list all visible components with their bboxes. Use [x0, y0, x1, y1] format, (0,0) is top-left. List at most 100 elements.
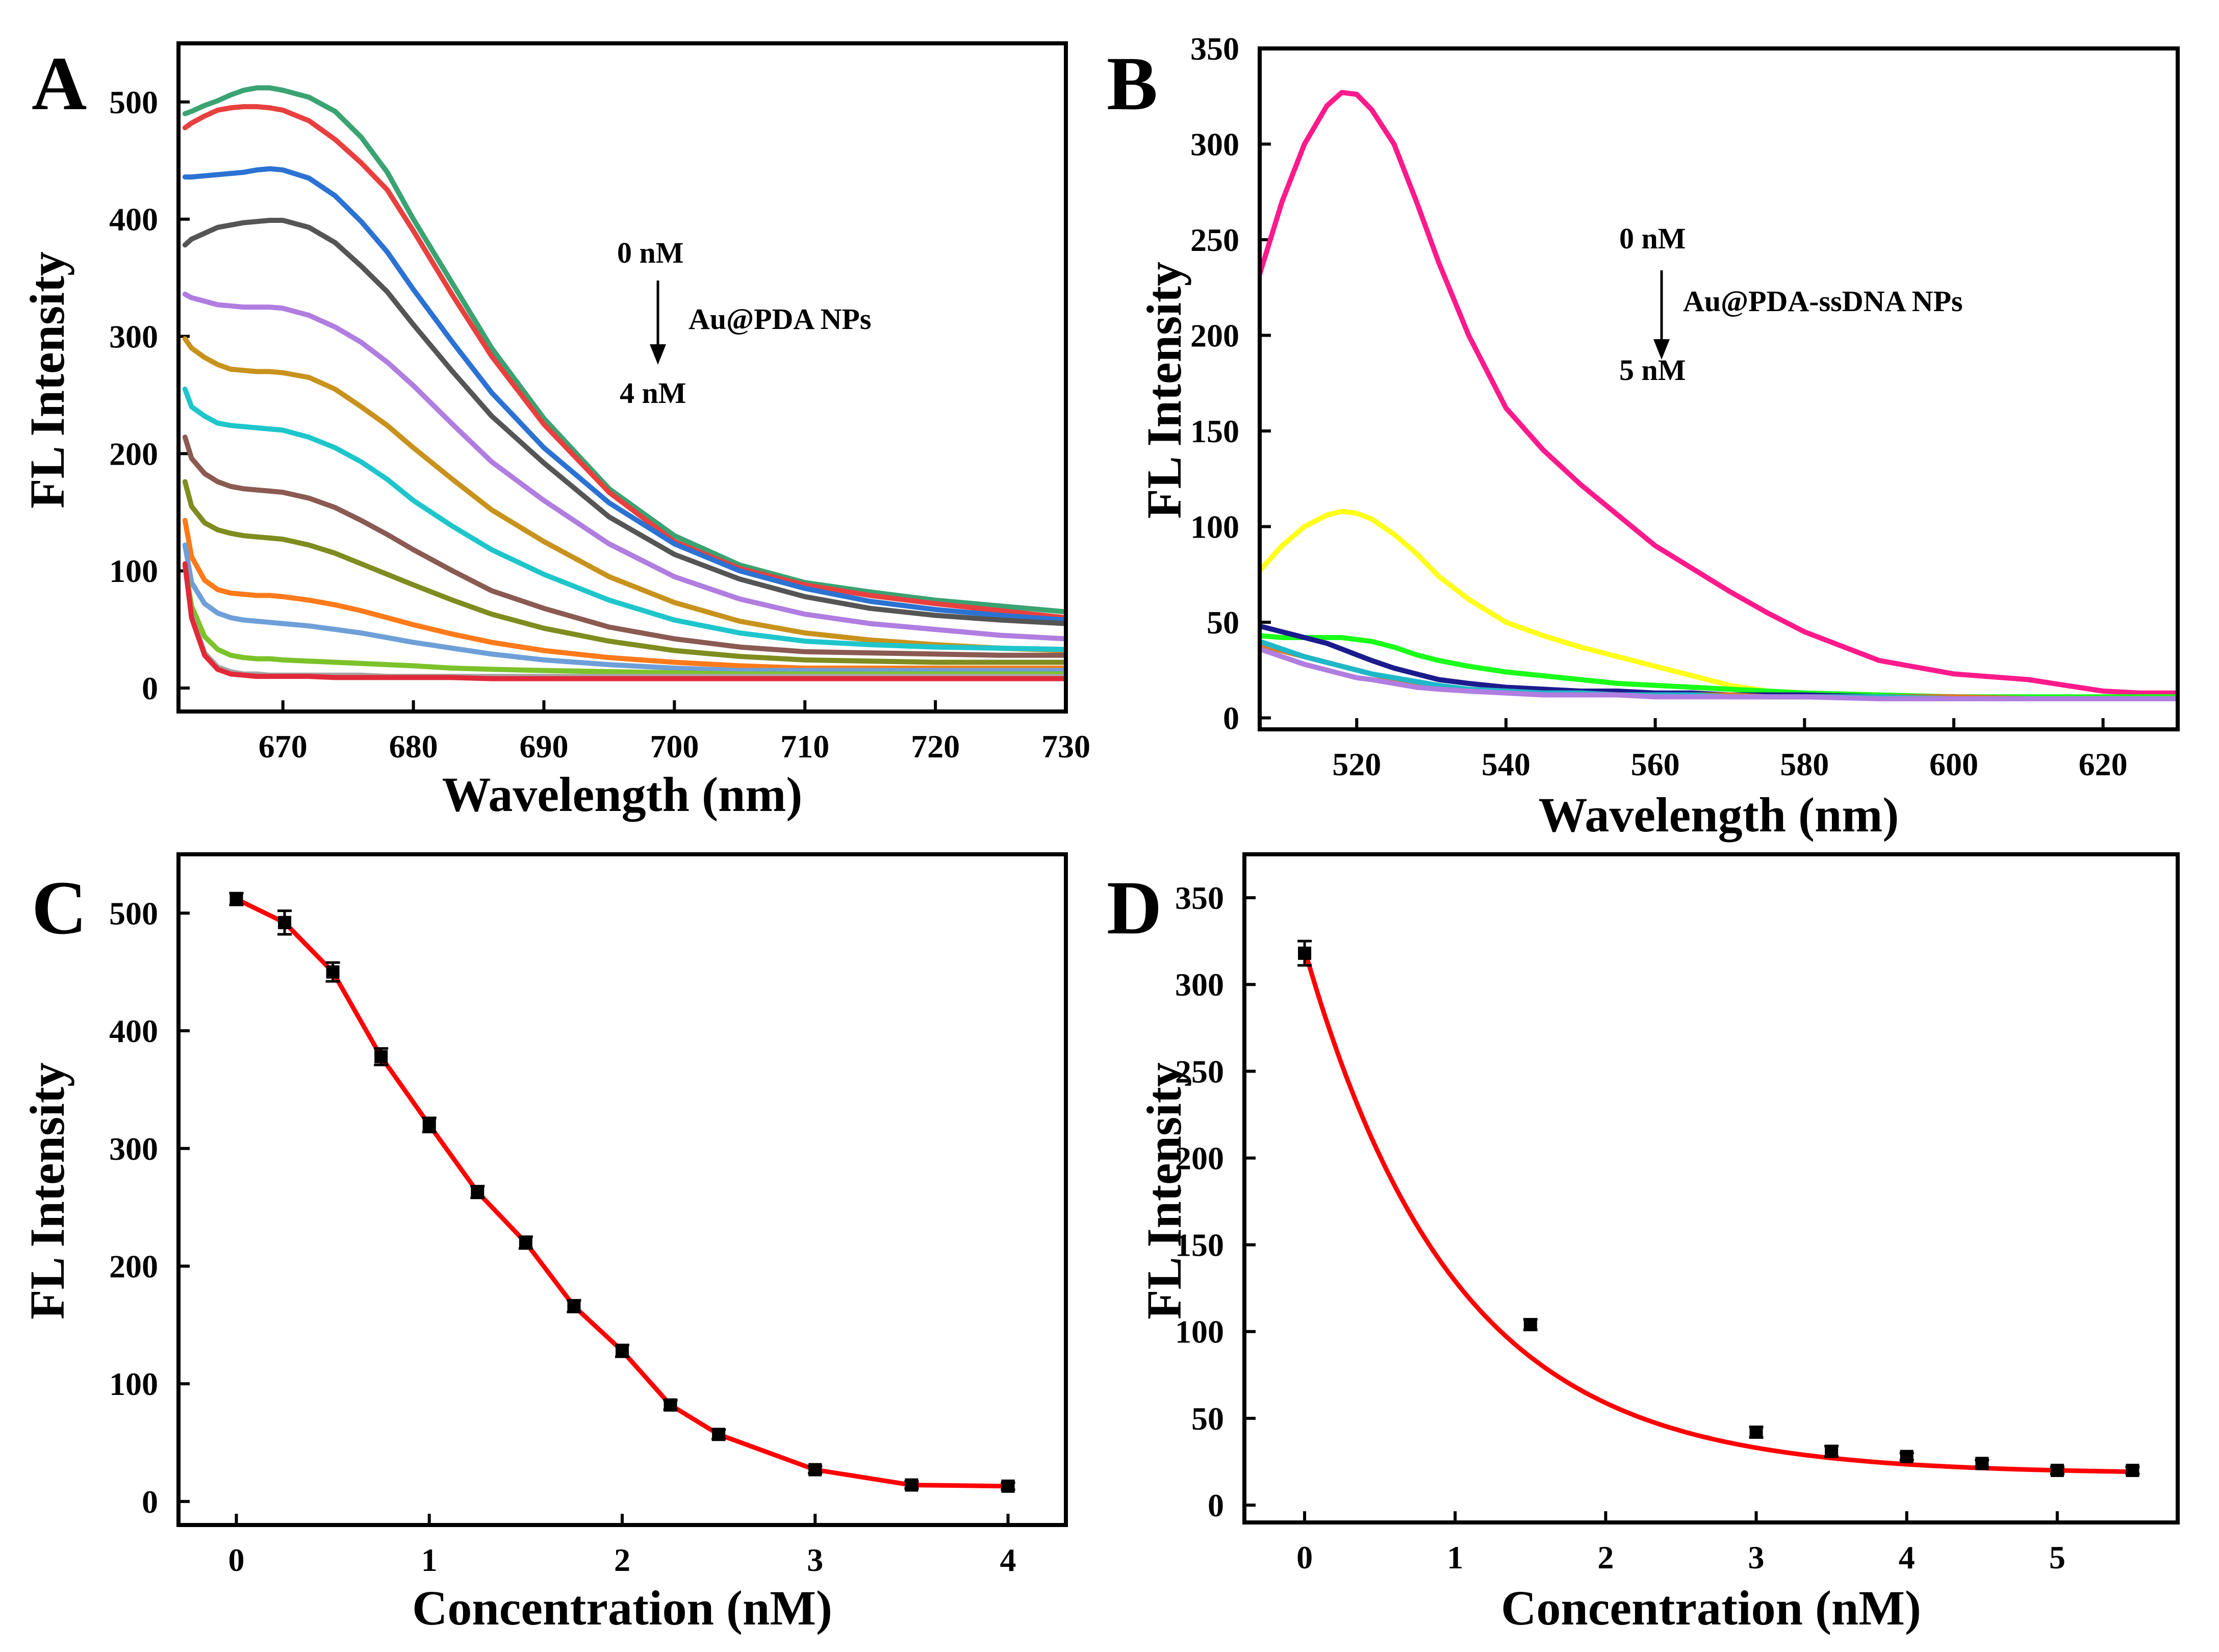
y-tick-label: 250 [1190, 222, 1239, 258]
series-line-0-nM [1260, 90, 2178, 696]
data-point [278, 916, 292, 929]
x-tick-label: 670 [259, 728, 308, 765]
panel-letter-b: B [1107, 41, 1158, 126]
y-tick-label: 100 [1190, 509, 1239, 545]
x-tick-label: 1 [421, 1542, 438, 1578]
x-tick-label: 540 [1482, 746, 1531, 782]
annotation-end-label: 4 nM [620, 376, 686, 410]
data-point [374, 1050, 388, 1063]
series-line-1.75-nM [182, 435, 1066, 658]
y-tick-label: 400 [109, 1013, 158, 1049]
data-point [1825, 1444, 1839, 1458]
data-point [1001, 1479, 1015, 1493]
y-tick-label: 300 [1190, 126, 1239, 163]
data-point [567, 1299, 581, 1313]
plot-frame [1242, 852, 2180, 1524]
data-point [2050, 1463, 2064, 1477]
y-tick-label: 200 [109, 436, 158, 472]
plot-area [229, 892, 1015, 1493]
panel-b: B 520 540 560 580 600 620 0 50 100 150 200 250 300 35… [1107, 31, 2180, 842]
data-point [422, 1118, 436, 1132]
y-tick-label: 350 [1175, 880, 1224, 916]
y-tick-label: 350 [1190, 31, 1239, 67]
x-tick-label: 2 [1597, 1539, 1614, 1575]
y-tick-label: 250 [1175, 1053, 1224, 1089]
data-point [2126, 1463, 2139, 1477]
x-tick-label: 700 [650, 728, 699, 765]
x-tick-label: 620 [2079, 746, 2128, 782]
x-tick-label: 4 [1000, 1542, 1016, 1578]
y-tick-label: 100 [109, 553, 158, 589]
x-tick-label: 720 [911, 728, 960, 765]
y-tick-label: 500 [109, 84, 158, 120]
y-tick-label: 0 [1223, 700, 1239, 736]
y-tick-label: 300 [109, 319, 158, 355]
data-point [1975, 1457, 1989, 1470]
data-point [664, 1398, 677, 1412]
panel-letter-c: C [32, 866, 87, 950]
y-tick-label: 300 [1175, 967, 1224, 1003]
annotation-start-label: 0 nM [617, 236, 684, 269]
data-point [229, 892, 243, 906]
series-line-1-nM [182, 291, 1066, 642]
y-tick-label: 0 [142, 670, 158, 706]
x-tick-label: 0 [228, 1542, 244, 1578]
data-point [616, 1344, 629, 1358]
series-line-5-nM [1260, 646, 2178, 701]
y-tick-label: 0 [142, 1484, 158, 1520]
series-line-3-nM [1260, 633, 2178, 700]
plot-frame [176, 41, 1068, 714]
x-tick-label: 520 [1332, 746, 1381, 782]
panel-letter-a: A [32, 41, 87, 126]
plot-area [182, 85, 1066, 681]
y-axis-title: FL Intensity [1137, 262, 1191, 519]
x-tick-label: 3 [807, 1542, 823, 1578]
series-line-2-nM [182, 479, 1066, 665]
data-point [519, 1236, 532, 1250]
x-tick-label: 4 [1899, 1539, 1915, 1575]
y-tick-label: 300 [109, 1131, 158, 1167]
x-tick-label: 1 [1447, 1539, 1463, 1575]
plot-frame [1258, 46, 2180, 731]
x-tick-label: 730 [1041, 728, 1090, 765]
data-point [712, 1428, 726, 1441]
y-tick-label: 50 [1191, 1401, 1224, 1437]
annotation-label: Au@PDA NPs [688, 302, 871, 336]
y-axis-title: FL Intensity [1137, 1062, 1191, 1319]
panel-c: C 0 1 2 3 4 0 100 200 300 400 500 Concentration (nM… [20, 852, 1068, 1635]
y-tick-label: 150 [1190, 413, 1239, 449]
data-point [905, 1478, 919, 1492]
y-tick-label: 200 [1190, 318, 1239, 354]
panel-letter-d: D [1107, 866, 1162, 950]
series-line-4-nM [182, 561, 1066, 681]
x-tick-label: 680 [389, 728, 438, 765]
data-point [808, 1463, 822, 1477]
y-tick-label: 400 [109, 201, 158, 238]
data-point [326, 965, 340, 979]
annotation-start-label: 0 nM [1619, 222, 1686, 255]
y-tick-label: 200 [1175, 1140, 1224, 1176]
x-tick-label: 0 [1296, 1539, 1313, 1575]
x-axis-title: Concentration (nM) [412, 1581, 832, 1635]
y-tick-label: 100 [109, 1366, 158, 1402]
data-point [1900, 1450, 1914, 1463]
panel-a: A 670 680 690 700 710 720 730 0 100 200 300 400 500 W… [20, 41, 1090, 822]
y-tick-label: 0 [1208, 1487, 1224, 1523]
y-tick-label: 50 [1207, 604, 1239, 641]
y-axis-title: FL Intensity [20, 1062, 74, 1319]
x-axis-title: Concentration (nM) [1501, 1581, 1921, 1635]
series-line-2.5-nM [182, 542, 1066, 673]
x-axis-title: Wavelength (nm) [442, 767, 803, 822]
series-line-1.25-nM [182, 336, 1066, 653]
x-tick-label: 600 [1929, 746, 1978, 782]
y-tick-label: 100 [1175, 1314, 1224, 1350]
annotation-end-label: 5 nM [1619, 353, 1686, 387]
y-axis-title: FL Intensity [20, 251, 74, 509]
annotation-label: Au@PDA-ssDNA NPs [1683, 285, 1963, 318]
panel-d: D 0 1 2 3 4 5050100150200250300350Concentrati… [1107, 852, 2180, 1635]
series-line-0.5-nM [182, 166, 1066, 623]
x-tick-label: 710 [780, 728, 829, 765]
series-line-0-nM [182, 85, 1066, 615]
y-tick-label: 500 [109, 895, 158, 931]
